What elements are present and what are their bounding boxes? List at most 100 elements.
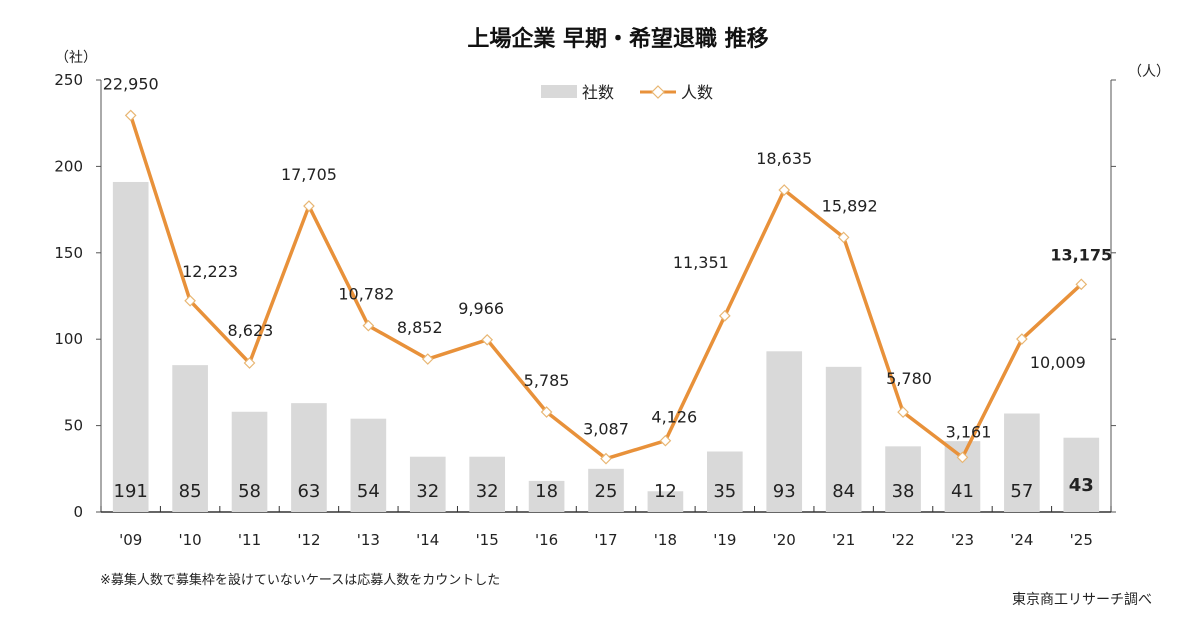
left-axis-tick-label: 150 — [54, 244, 83, 262]
x-tick-labels: '09 '10 '11 '12 '13 '14 '15 '16 '17 '18 '19 '20 '21 '… — [119, 531, 1093, 549]
line-value-label: 9,966 — [458, 299, 504, 318]
bar-value-label: 12 — [654, 481, 677, 502]
line-value-label: 13,175 — [1050, 245, 1112, 264]
bar-value-label: 63 — [297, 481, 320, 502]
legend-line-marker — [651, 85, 665, 99]
x-tick-label: '11 — [238, 531, 261, 549]
bar-value-label: 84 — [832, 481, 855, 502]
x-tick-label: '24 — [1010, 531, 1033, 549]
line-point — [421, 353, 434, 365]
x-tick-label: '17 — [594, 531, 617, 549]
bar-value-label: 32 — [416, 481, 439, 502]
bar-value-label: 18 — [535, 481, 558, 502]
line-point — [1016, 333, 1028, 345]
line-value-label: 22,950 — [103, 74, 159, 93]
bar — [291, 403, 327, 512]
line-value-label: 8,623 — [228, 321, 274, 340]
x-tick-label: '20 — [773, 531, 796, 549]
bar-value-label: 58 — [238, 481, 261, 502]
line-point — [362, 319, 375, 332]
line-value-label: 15,892 — [822, 196, 878, 215]
x-tick-label: '16 — [535, 531, 558, 549]
chart-title: 上場企業 早期・希望退職 推移 — [467, 26, 768, 52]
left-axis-tick-label: 0 — [73, 503, 83, 521]
bar — [409, 456, 446, 512]
bar — [112, 181, 149, 512]
bar-value-label: 41 — [951, 481, 974, 502]
line-point — [659, 434, 672, 447]
bar-value-label: 43 — [1069, 475, 1094, 496]
line-point — [303, 200, 315, 212]
bar — [885, 446, 921, 512]
bar — [469, 456, 505, 512]
bar-value-label: 57 — [1010, 481, 1033, 502]
x-tick-label: '13 — [357, 531, 380, 549]
line-point — [837, 231, 850, 244]
source-credit: 東京商工リサーチ調べ — [1012, 592, 1152, 608]
line-point — [897, 406, 909, 418]
bar — [647, 491, 684, 512]
legend-bar-label: 社数 — [582, 83, 614, 102]
left-axis-tick-label: 100 — [54, 330, 83, 348]
line-series — [124, 109, 1088, 465]
x-tick-label: '21 — [832, 531, 855, 549]
right-axis-unit: （人） — [1128, 64, 1170, 80]
x-tick-label: '09 — [119, 531, 142, 549]
bar-value-label: 54 — [357, 481, 380, 502]
bar-value-label: 191 — [114, 481, 148, 502]
x-tick-label: '22 — [891, 531, 914, 549]
x-tick-label: '25 — [1070, 531, 1093, 549]
line-value-label: 8,852 — [397, 318, 443, 337]
x-tick-label: '14 — [416, 531, 439, 549]
line-point — [243, 357, 256, 369]
line-value-label: 10,782 — [338, 285, 394, 304]
bar — [707, 451, 743, 512]
x-tick-label: '15 — [476, 531, 499, 549]
bar-value-label: 93 — [773, 481, 796, 502]
line-point — [718, 310, 731, 322]
legend-bar-swatch — [541, 85, 577, 98]
left-axis-tick-label: 50 — [64, 417, 83, 435]
legend: 社数 人数 — [541, 83, 713, 102]
bar — [231, 411, 268, 512]
line-value-label: 5,780 — [886, 369, 932, 388]
line-value-label: 3,161 — [946, 422, 992, 441]
x-tick-label: '23 — [951, 531, 974, 549]
line-value-label: 10,009 — [1030, 353, 1086, 372]
line-point — [481, 333, 494, 346]
line-value-label: 3,087 — [583, 420, 629, 439]
line-point — [956, 451, 969, 464]
bar — [588, 468, 624, 512]
line-value-label: 18,635 — [756, 149, 812, 168]
bar-value-label: 38 — [892, 481, 915, 502]
bar — [528, 480, 565, 512]
line-path — [129, 114, 1083, 461]
legend-line-label: 人数 — [681, 83, 713, 102]
left-axis-tick-label: 200 — [54, 157, 83, 175]
bar — [1004, 413, 1040, 512]
bar-value-label: 32 — [476, 481, 499, 502]
bar — [1063, 437, 1100, 512]
x-tick-label: '10 — [179, 531, 202, 549]
bar — [766, 351, 803, 512]
bar-value-label: 35 — [713, 481, 736, 502]
line-value-label: 4,126 — [651, 408, 697, 427]
line-point — [124, 109, 137, 122]
bar — [350, 418, 387, 512]
footnote: ※募集人数で募集枠を設けていないケースは応募人数をカウントした — [100, 572, 500, 588]
line-value-label: 17,705 — [281, 165, 337, 184]
left-axis-tick-label: 250 — [54, 71, 83, 89]
line-point — [540, 406, 553, 418]
left-axis-unit: （社） — [55, 50, 97, 66]
bar-value-label: 25 — [595, 481, 618, 502]
line-value-label: 12,223 — [182, 262, 238, 281]
line-point — [778, 184, 791, 196]
bar-labels: 191 85 58 63 54 32 32 18 25 12 35 93 84 38 41 57 43 — [114, 475, 1094, 502]
line-point — [600, 452, 612, 465]
line-value-label: 5,785 — [524, 371, 570, 390]
line-point — [184, 294, 196, 307]
bar-value-label: 85 — [179, 481, 202, 502]
x-tick-label: '19 — [713, 531, 736, 549]
